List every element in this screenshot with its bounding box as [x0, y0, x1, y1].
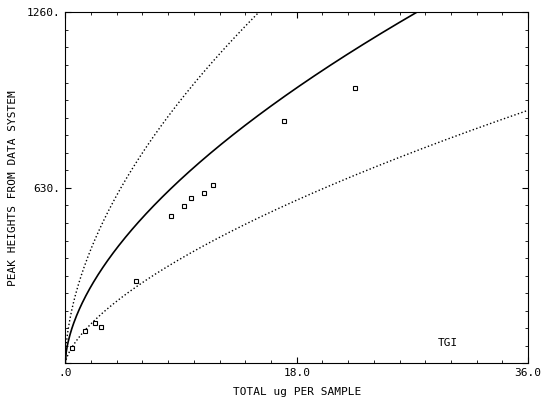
Text: TGI: TGI — [438, 338, 458, 348]
X-axis label: TOTAL ug PER SAMPLE: TOTAL ug PER SAMPLE — [233, 387, 361, 396]
Y-axis label: PEAK HEIGHTS FROM DATA SYSTEM: PEAK HEIGHTS FROM DATA SYSTEM — [8, 90, 18, 286]
